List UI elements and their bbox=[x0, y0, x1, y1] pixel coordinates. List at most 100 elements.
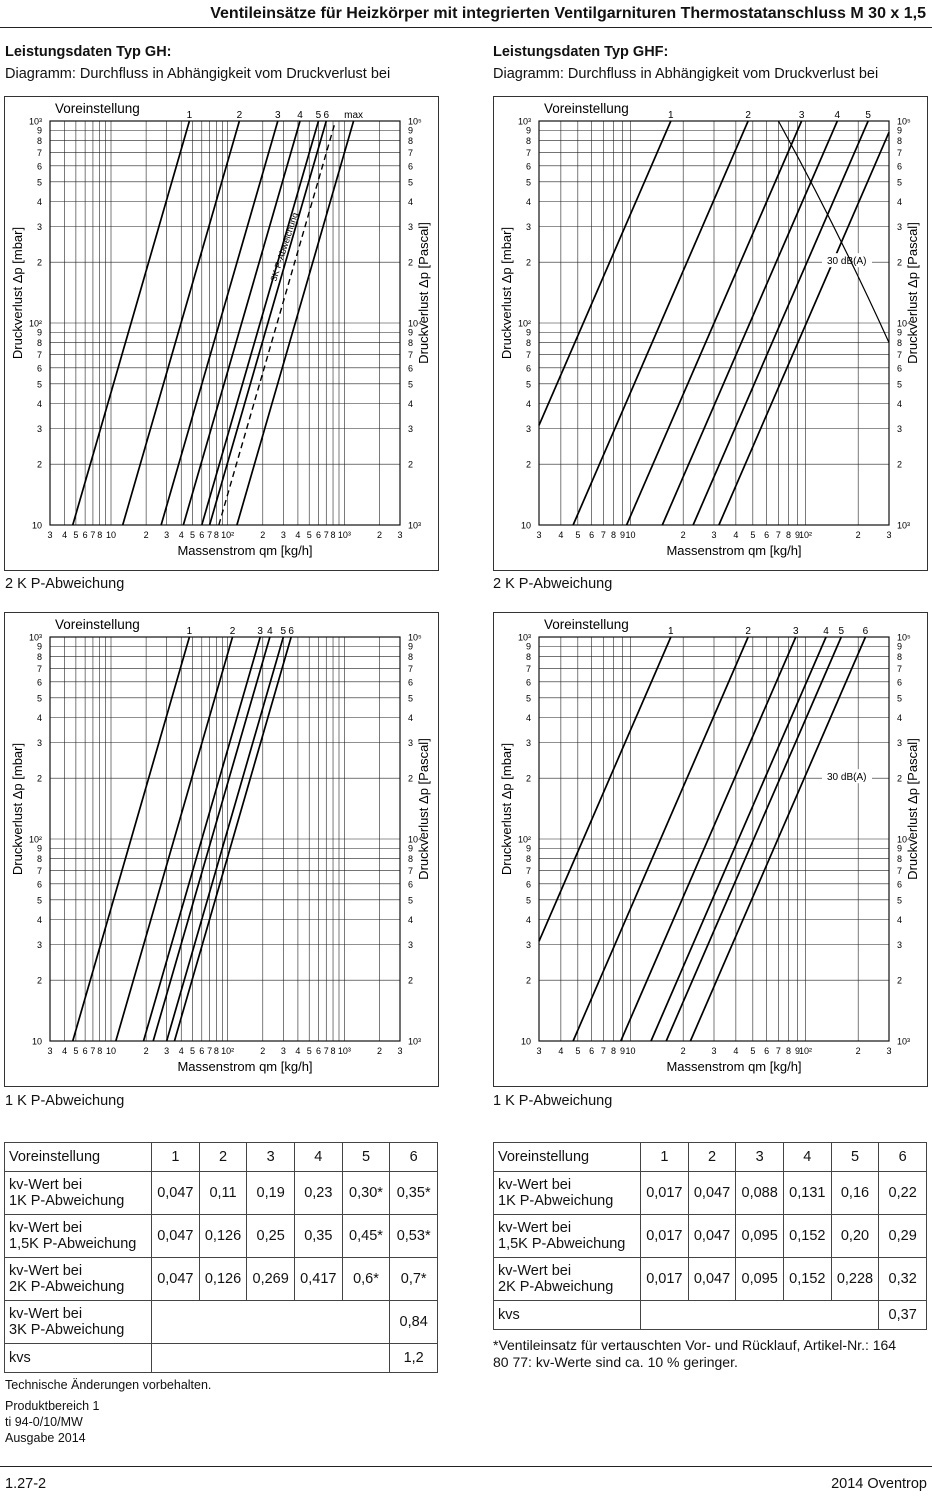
x-tick-label: 10 bbox=[106, 1046, 116, 1056]
table-cell: 0,017 bbox=[640, 1171, 689, 1215]
series-group bbox=[538, 636, 867, 1042]
table-cell: 5 bbox=[830, 1142, 880, 1172]
y-tick-label: 7 bbox=[37, 148, 42, 158]
table-cell: 1,2 bbox=[389, 1343, 438, 1373]
y-tick-label-right: 8 bbox=[408, 136, 413, 146]
y-tick-label-right: 2 bbox=[897, 258, 902, 268]
x-tick-label: 8 bbox=[611, 530, 616, 540]
x-axis-title: Massenstrom qm [kg/h] bbox=[177, 543, 312, 558]
x-tick-label: 3 bbox=[886, 1046, 891, 1056]
y-tick-label-right: 10⁴ bbox=[897, 319, 911, 329]
x-tick-label: 8 bbox=[331, 1046, 336, 1056]
x-tick-label: 5 bbox=[190, 1046, 195, 1056]
y-tick-label: 6 bbox=[37, 363, 42, 373]
y-tick-label-right: 10⁴ bbox=[408, 319, 422, 329]
setting-label: 6 bbox=[323, 110, 329, 121]
table-row: kv-Wert bei 1,5K P-Abweichung 0,047 0,126… bbox=[3, 1214, 438, 1258]
series-line-5 bbox=[692, 120, 869, 526]
x-tick-label: 8 bbox=[97, 1046, 102, 1056]
y-tick-label: 3 bbox=[37, 424, 42, 434]
y-tick-label-right: 8 bbox=[897, 854, 902, 864]
table-cell bbox=[151, 1300, 391, 1344]
chart-title: Voreinstellung bbox=[55, 617, 140, 632]
y-axis-title: Druckverlust Δp [mbar] bbox=[499, 743, 514, 875]
x-tick-label: 6 bbox=[316, 530, 321, 540]
y-tick-label-right: 5 bbox=[408, 895, 413, 905]
x-tick-label: 5 bbox=[750, 530, 755, 540]
x-tick-label: 4 bbox=[62, 530, 67, 540]
table-cell: 6 bbox=[389, 1142, 438, 1172]
table-cell: 0,6* bbox=[341, 1257, 391, 1301]
y-tick-label: 9 bbox=[37, 126, 42, 136]
y-tick-label: 10 bbox=[32, 1037, 42, 1047]
y-tick-label: 2 bbox=[37, 258, 42, 268]
table-cell: kvs bbox=[492, 1300, 642, 1330]
y-tick-label-right: 7 bbox=[408, 866, 413, 876]
chart-gh-1k: 10 10³ 2 2 3 3 4 4 5 5 6 6 7 7 8 8 9 9 10² 10⁴ 2 2 3 3 4 4 5 5 6 6 7 7 8… bbox=[4, 612, 439, 1087]
y-tick-label: 10 bbox=[32, 521, 42, 531]
y-tick-label: 8 bbox=[37, 136, 42, 146]
title-divider bbox=[0, 27, 932, 28]
y-tick-label-right: 9 bbox=[897, 126, 902, 136]
y-tick-label: 4 bbox=[37, 197, 42, 207]
row-label: 1K P-Abweichung bbox=[9, 1193, 125, 1209]
gh-subheading: Diagramm: Durchfluss in Abhängigkeit vom… bbox=[5, 66, 391, 82]
y-axis-title: Druckverlust Δp [mbar] bbox=[10, 743, 25, 875]
y-tick-label: 9 bbox=[526, 126, 531, 136]
y-tick-label-right: 6 bbox=[897, 677, 902, 687]
y-tick-label: 9 bbox=[526, 844, 531, 854]
plot-frame bbox=[49, 636, 401, 1042]
table-cell: 0,047 bbox=[151, 1257, 200, 1301]
series-group bbox=[538, 120, 890, 526]
table-cell: 0,047 bbox=[151, 1171, 200, 1215]
x-tick-label: 5 bbox=[73, 1046, 78, 1056]
x-tick-label: 6 bbox=[589, 1046, 594, 1056]
x-axis-title: Massenstrom qm [kg/h] bbox=[666, 543, 801, 558]
table-cell: 0,25 bbox=[246, 1214, 295, 1258]
x-tick-label: 2 bbox=[260, 530, 265, 540]
x-tick-label: 2 bbox=[144, 530, 149, 540]
y-tick-label-right: 9 bbox=[408, 126, 413, 136]
y-tick-label-right: 5 bbox=[408, 379, 413, 389]
y-tick-label-right: 6 bbox=[408, 363, 413, 373]
series-line-6 bbox=[208, 120, 328, 526]
series-line-3 bbox=[160, 120, 279, 526]
x-tick-label: 3 bbox=[281, 530, 286, 540]
series-group bbox=[71, 120, 355, 526]
x-tick-label: 10³ bbox=[338, 530, 351, 540]
x-tick-label: 2 bbox=[377, 1046, 382, 1056]
setting-label: 2 bbox=[745, 110, 751, 121]
y-tick-label: 7 bbox=[37, 664, 42, 674]
setting-label: 2 bbox=[237, 110, 243, 121]
y-tick-label: 6 bbox=[37, 677, 42, 687]
y-tick-label-right: 10⁵ bbox=[897, 633, 911, 643]
gridlines bbox=[49, 120, 401, 526]
table-row: Voreinstellung 1 2 3 4 5 6 bbox=[492, 1142, 927, 1172]
x-tick-label: 3 bbox=[711, 1046, 716, 1056]
x-tick-label: 6 bbox=[589, 530, 594, 540]
y-axis-title-right: Druckverlust Δp [Pascal] bbox=[905, 222, 920, 364]
series-line-6 bbox=[689, 636, 867, 1042]
series-group bbox=[71, 636, 292, 1042]
table-cell: kv-Wert bei 1,5K P-Abweichung bbox=[492, 1214, 642, 1258]
y-tick-label-right: 7 bbox=[897, 866, 902, 876]
table-cell: 0,126 bbox=[198, 1257, 248, 1301]
noise-limit-label: 30 dB(A) bbox=[827, 256, 866, 267]
y-tick-label-right: 8 bbox=[408, 338, 413, 348]
y-tick-label: 10² bbox=[29, 319, 42, 329]
y-tick-label-right: 10³ bbox=[408, 1037, 421, 1047]
y-tick-label-right: 9 bbox=[897, 642, 902, 652]
y-tick-label: 5 bbox=[37, 177, 42, 187]
y-tick-label: 10² bbox=[518, 835, 531, 845]
y-tick-label-right: 10³ bbox=[897, 521, 910, 531]
annotation-backdrop bbox=[822, 253, 872, 268]
noise-limit-curve bbox=[777, 120, 890, 343]
table-cell: 0,017 bbox=[640, 1257, 689, 1301]
x-tick-label: 2 bbox=[260, 1046, 265, 1056]
x-tick-label: 10² bbox=[799, 530, 812, 540]
series-line-4 bbox=[661, 120, 839, 526]
x-tick-label: 8 bbox=[331, 530, 336, 540]
series-line-1 bbox=[71, 120, 191, 526]
table-cell: kv-Wert bei 1,5K P-Abweichung bbox=[3, 1214, 153, 1258]
y-tick-label: 2 bbox=[37, 976, 42, 986]
